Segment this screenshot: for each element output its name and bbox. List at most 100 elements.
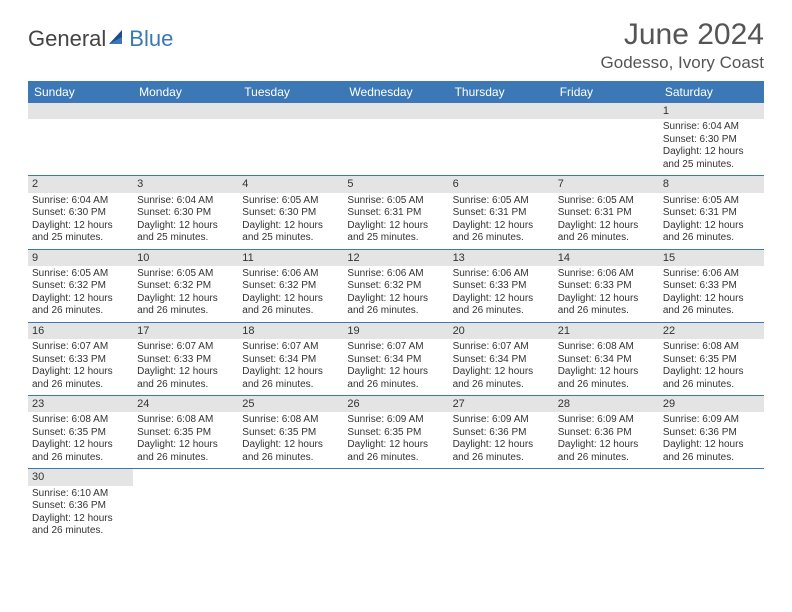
day-number: 12	[343, 250, 448, 266]
calendar-cell: 15Sunrise: 6:06 AMSunset: 6:33 PMDayligh…	[659, 249, 764, 322]
calendar-table: SundayMondayTuesdayWednesdayThursdayFrid…	[28, 81, 764, 542]
sunrise-text: Sunrise: 6:05 AM	[453, 195, 550, 208]
title-block: June 2024 Godesso, Ivory Coast	[601, 18, 764, 73]
sunset-text: Sunset: 6:35 PM	[663, 354, 760, 367]
day-details: Sunrise: 6:05 AMSunset: 6:31 PMDaylight:…	[659, 193, 764, 249]
day-details: Sunrise: 6:09 AMSunset: 6:36 PMDaylight:…	[659, 412, 764, 468]
daylight-text: Daylight: 12 hours and 26 minutes.	[137, 439, 234, 464]
daylight-text: Daylight: 12 hours and 26 minutes.	[663, 439, 760, 464]
calendar-week-row: 30Sunrise: 6:10 AMSunset: 6:36 PMDayligh…	[28, 469, 764, 542]
empty-day-bar	[133, 103, 238, 119]
sunrise-text: Sunrise: 6:05 AM	[558, 195, 655, 208]
sunrise-text: Sunrise: 6:07 AM	[242, 341, 339, 354]
daylight-text: Daylight: 12 hours and 26 minutes.	[137, 293, 234, 318]
sunset-text: Sunset: 6:35 PM	[242, 427, 339, 440]
day-number: 20	[449, 323, 554, 339]
sunset-text: Sunset: 6:31 PM	[558, 207, 655, 220]
sunrise-text: Sunrise: 6:07 AM	[137, 341, 234, 354]
daylight-text: Daylight: 12 hours and 25 minutes.	[347, 220, 444, 245]
sunset-text: Sunset: 6:34 PM	[558, 354, 655, 367]
sunrise-text: Sunrise: 6:07 AM	[347, 341, 444, 354]
sunset-text: Sunset: 6:35 PM	[32, 427, 129, 440]
calendar-cell: 4Sunrise: 6:05 AMSunset: 6:30 PMDaylight…	[238, 176, 343, 249]
daylight-text: Daylight: 12 hours and 26 minutes.	[242, 293, 339, 318]
day-details: Sunrise: 6:05 AMSunset: 6:31 PMDaylight:…	[343, 193, 448, 249]
calendar-cell	[238, 469, 343, 542]
day-number: 7	[554, 176, 659, 192]
sunrise-text: Sunrise: 6:08 AM	[663, 341, 760, 354]
day-details: Sunrise: 6:07 AMSunset: 6:34 PMDaylight:…	[238, 339, 343, 395]
day-details: Sunrise: 6:05 AMSunset: 6:31 PMDaylight:…	[554, 193, 659, 249]
sunrise-text: Sunrise: 6:06 AM	[347, 268, 444, 281]
day-number: 25	[238, 396, 343, 412]
calendar-week-row: 23Sunrise: 6:08 AMSunset: 6:35 PMDayligh…	[28, 396, 764, 469]
day-details: Sunrise: 6:06 AMSunset: 6:32 PMDaylight:…	[343, 266, 448, 322]
sunset-text: Sunset: 6:33 PM	[32, 354, 129, 367]
calendar-cell: 19Sunrise: 6:07 AMSunset: 6:34 PMDayligh…	[343, 322, 448, 395]
daylight-text: Daylight: 12 hours and 26 minutes.	[453, 293, 550, 318]
day-number: 11	[238, 250, 343, 266]
sunset-text: Sunset: 6:32 PM	[347, 280, 444, 293]
logo-text-general: General	[28, 26, 106, 52]
sunrise-text: Sunrise: 6:05 AM	[242, 195, 339, 208]
daylight-text: Daylight: 12 hours and 26 minutes.	[137, 366, 234, 391]
day-number: 29	[659, 396, 764, 412]
calendar-cell: 20Sunrise: 6:07 AMSunset: 6:34 PMDayligh…	[449, 322, 554, 395]
sunset-text: Sunset: 6:30 PM	[242, 207, 339, 220]
empty-day-bar	[238, 103, 343, 119]
calendar-week-row: 16Sunrise: 6:07 AMSunset: 6:33 PMDayligh…	[28, 322, 764, 395]
sunrise-text: Sunrise: 6:05 AM	[137, 268, 234, 281]
calendar-cell: 7Sunrise: 6:05 AMSunset: 6:31 PMDaylight…	[554, 176, 659, 249]
daylight-text: Daylight: 12 hours and 26 minutes.	[347, 439, 444, 464]
day-number: 18	[238, 323, 343, 339]
day-details: Sunrise: 6:05 AMSunset: 6:32 PMDaylight:…	[28, 266, 133, 322]
day-details: Sunrise: 6:10 AMSunset: 6:36 PMDaylight:…	[28, 486, 133, 542]
daylight-text: Daylight: 12 hours and 26 minutes.	[663, 366, 760, 391]
daylight-text: Daylight: 12 hours and 25 minutes.	[137, 220, 234, 245]
calendar-cell: 5Sunrise: 6:05 AMSunset: 6:31 PMDaylight…	[343, 176, 448, 249]
day-number: 10	[133, 250, 238, 266]
daylight-text: Daylight: 12 hours and 26 minutes.	[558, 220, 655, 245]
sunset-text: Sunset: 6:35 PM	[137, 427, 234, 440]
calendar-cell: 25Sunrise: 6:08 AMSunset: 6:35 PMDayligh…	[238, 396, 343, 469]
calendar-cell: 17Sunrise: 6:07 AMSunset: 6:33 PMDayligh…	[133, 322, 238, 395]
calendar-cell: 3Sunrise: 6:04 AMSunset: 6:30 PMDaylight…	[133, 176, 238, 249]
day-details: Sunrise: 6:05 AMSunset: 6:30 PMDaylight:…	[238, 193, 343, 249]
calendar-week-row: 9Sunrise: 6:05 AMSunset: 6:32 PMDaylight…	[28, 249, 764, 322]
weekday-header: Sunday	[28, 81, 133, 103]
daylight-text: Daylight: 12 hours and 26 minutes.	[663, 220, 760, 245]
day-number: 5	[343, 176, 448, 192]
sunset-text: Sunset: 6:30 PM	[32, 207, 129, 220]
page-header: General Blue June 2024 Godesso, Ivory Co…	[28, 18, 764, 73]
calendar-cell: 6Sunrise: 6:05 AMSunset: 6:31 PMDaylight…	[449, 176, 554, 249]
sunset-text: Sunset: 6:36 PM	[453, 427, 550, 440]
weekday-header: Saturday	[659, 81, 764, 103]
day-number: 2	[28, 176, 133, 192]
daylight-text: Daylight: 12 hours and 26 minutes.	[453, 220, 550, 245]
weekday-header: Wednesday	[343, 81, 448, 103]
sunrise-text: Sunrise: 6:10 AM	[32, 488, 129, 501]
daylight-text: Daylight: 12 hours and 26 minutes.	[453, 366, 550, 391]
daylight-text: Daylight: 12 hours and 26 minutes.	[558, 439, 655, 464]
day-details: Sunrise: 6:09 AMSunset: 6:36 PMDaylight:…	[449, 412, 554, 468]
sunrise-text: Sunrise: 6:05 AM	[663, 195, 760, 208]
daylight-text: Daylight: 12 hours and 26 minutes.	[558, 293, 655, 318]
calendar-cell: 22Sunrise: 6:08 AMSunset: 6:35 PMDayligh…	[659, 322, 764, 395]
day-number: 30	[28, 469, 133, 485]
calendar-cell	[449, 103, 554, 176]
day-details: Sunrise: 6:07 AMSunset: 6:34 PMDaylight:…	[449, 339, 554, 395]
calendar-cell: 26Sunrise: 6:09 AMSunset: 6:35 PMDayligh…	[343, 396, 448, 469]
sunrise-text: Sunrise: 6:05 AM	[32, 268, 129, 281]
day-details: Sunrise: 6:05 AMSunset: 6:31 PMDaylight:…	[449, 193, 554, 249]
daylight-text: Daylight: 12 hours and 26 minutes.	[242, 439, 339, 464]
sunset-text: Sunset: 6:36 PM	[663, 427, 760, 440]
sunset-text: Sunset: 6:34 PM	[453, 354, 550, 367]
daylight-text: Daylight: 12 hours and 26 minutes.	[32, 439, 129, 464]
day-details: Sunrise: 6:06 AMSunset: 6:33 PMDaylight:…	[554, 266, 659, 322]
sunrise-text: Sunrise: 6:06 AM	[453, 268, 550, 281]
page-subtitle: Godesso, Ivory Coast	[601, 53, 764, 73]
day-details: Sunrise: 6:09 AMSunset: 6:35 PMDaylight:…	[343, 412, 448, 468]
calendar-cell: 24Sunrise: 6:08 AMSunset: 6:35 PMDayligh…	[133, 396, 238, 469]
weekday-header-row: SundayMondayTuesdayWednesdayThursdayFrid…	[28, 81, 764, 103]
sunset-text: Sunset: 6:32 PM	[32, 280, 129, 293]
